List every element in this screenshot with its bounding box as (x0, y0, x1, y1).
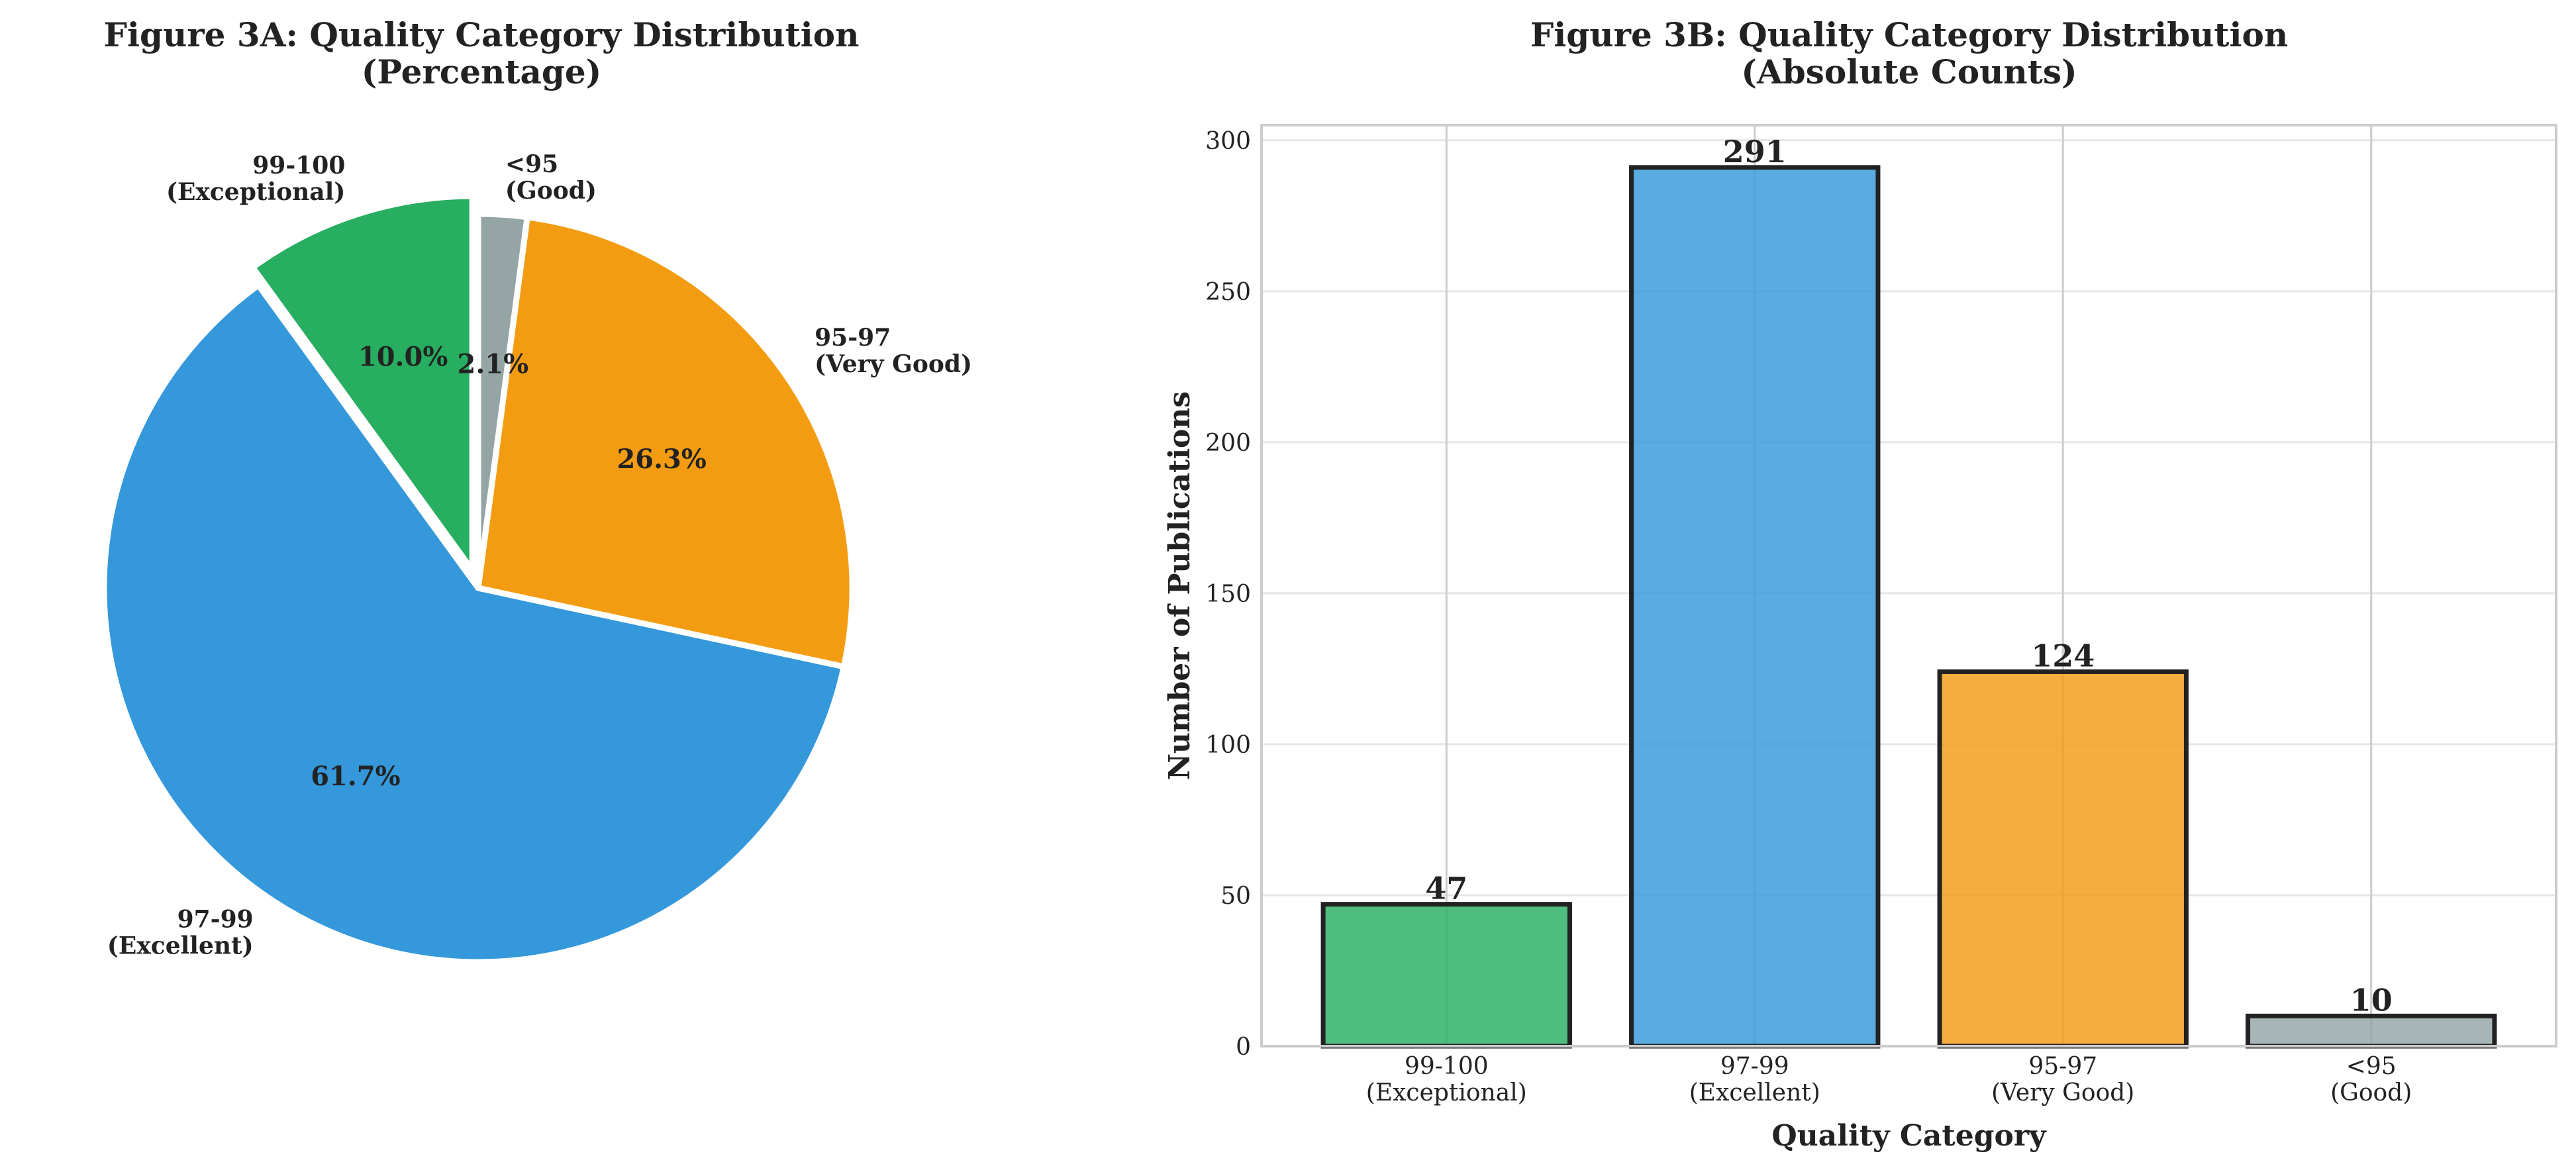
pie-title-line: Figure 3A: Quality Category Distribution (104, 15, 860, 54)
bar-value-label: 291 (1723, 134, 1787, 170)
x-tick-label-line: 99-100 (1405, 1053, 1489, 1080)
pie-slice (249, 193, 475, 573)
x-tick-label-line: (Good) (2330, 1079, 2412, 1106)
pie-title-line: (Percentage) (362, 52, 602, 91)
pie-category-label-line: 97-99 (177, 906, 254, 934)
pie-slice (475, 211, 530, 591)
pie-category-label-line: (Very Good) (815, 350, 972, 378)
x-tick-label-line: (Excellent) (1689, 1079, 1820, 1106)
x-tick-label-line: <95 (2346, 1053, 2397, 1080)
bar-title-line: (Absolute Counts) (1741, 52, 2077, 91)
bar-chart: Figure 3B: Quality Category Distribution… (1163, 15, 2557, 1153)
pie-category-label: 95-97 (Very Good) (815, 324, 972, 378)
pie-percent-label: 2.1% (458, 349, 529, 380)
bar-value-label: 47 (1425, 871, 1467, 906)
pie-chart: Figure 3A: Quality Category Distribution… (101, 15, 972, 965)
axes-frame (1260, 124, 2557, 1048)
y-tick-label: 200 (1205, 430, 1251, 457)
x-tick-label: 95-97 (Very Good) (1991, 1053, 2134, 1106)
pie-category-label: <95 (Good) (505, 150, 597, 205)
y-tick-label: 0 (1236, 1034, 1251, 1061)
pie-category-label-line: 99-100 (252, 152, 345, 179)
pie-percent-label: 10.0% (358, 342, 448, 373)
bar-title-line: Figure 3B: Quality Category Distribution (1530, 15, 2288, 54)
pie-category-label: 97-99 (Excellent) (107, 906, 254, 960)
x-tick-label: <95 (Good) (2330, 1053, 2412, 1106)
bar-value-label: 10 (2350, 982, 2393, 1018)
pie-category-label-line: <95 (505, 150, 558, 178)
pie-category-label-line: 95-97 (815, 324, 891, 352)
bar (1629, 165, 1881, 1049)
y-tick-label: 150 (1205, 581, 1251, 608)
x-tick-label: 97-99 (Excellent) (1689, 1053, 1820, 1106)
pie-title: Figure 3A: Quality Category Distribution… (104, 15, 860, 91)
pie-category-label-line: (Excellent) (107, 932, 254, 960)
y-axis-label: Number of Publications (1163, 391, 1197, 780)
y-tick-label: 300 (1205, 128, 1251, 155)
pie-category-label-line: (Good) (505, 177, 597, 205)
pie-slice (101, 282, 847, 965)
pie-percent-label: 26.3% (617, 444, 706, 475)
pie-percent-label: 61.7% (311, 761, 400, 792)
x-axis-label: Quality Category (1771, 1119, 2047, 1153)
x-tick-label: 99-100 (Exceptional) (1366, 1053, 1527, 1106)
x-tick-label-line: (Exceptional) (1366, 1079, 1527, 1106)
bar (2246, 1013, 2497, 1049)
pie-category-label-line: (Exceptional) (166, 178, 345, 206)
x-tick-label-line: 97-99 (1720, 1053, 1789, 1080)
x-tick-label-line: (Very Good) (1991, 1079, 2134, 1106)
x-tick-label-line: 95-97 (2028, 1053, 2097, 1080)
pie-category-label: 99-100 (Exceptional) (166, 152, 345, 206)
bar-title: Figure 3B: Quality Category Distribution… (1530, 15, 2288, 91)
pie-slice (475, 214, 856, 670)
y-tick-label: 250 (1205, 279, 1251, 306)
bar-value-label: 124 (2031, 638, 2095, 673)
bar (1320, 902, 1572, 1049)
y-tick-label: 100 (1205, 732, 1251, 759)
bar (1937, 669, 2189, 1049)
y-tick-label: 50 (1220, 883, 1251, 910)
